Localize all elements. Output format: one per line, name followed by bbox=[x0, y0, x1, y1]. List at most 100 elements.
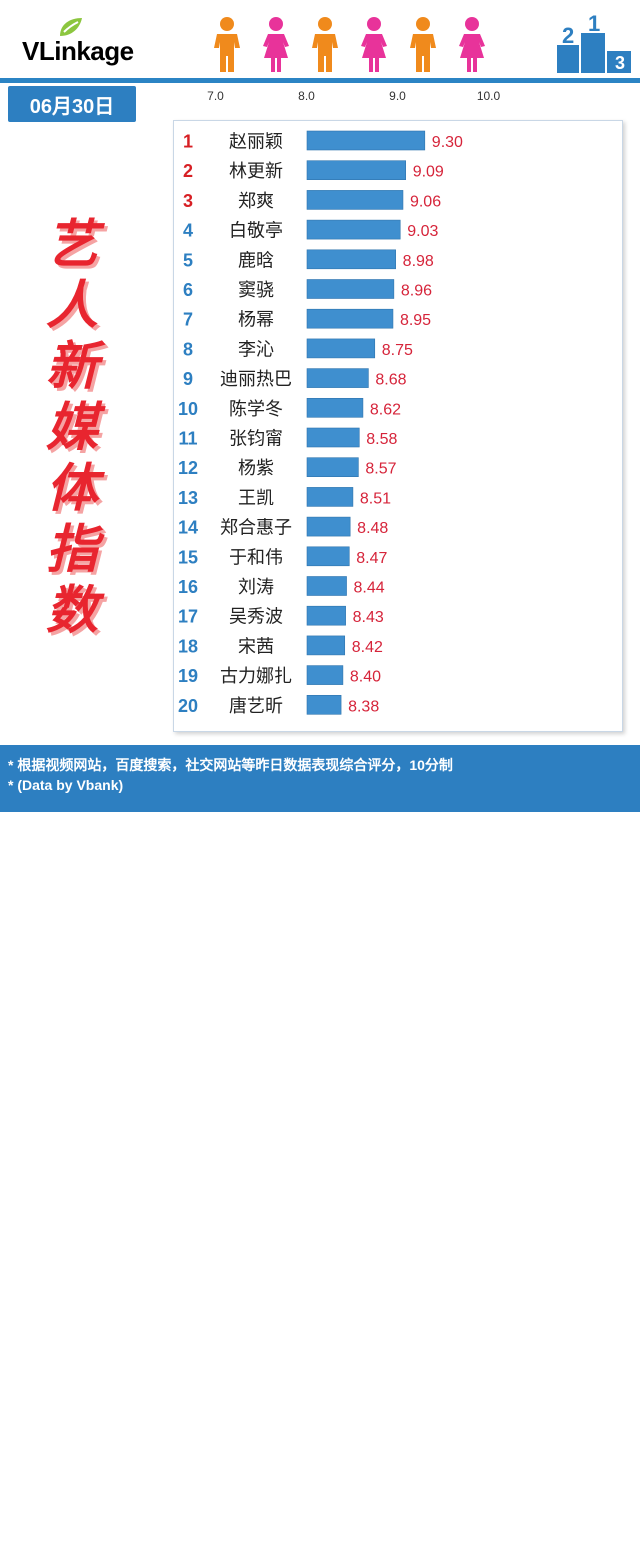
footer-source: * (Data by Vbank) bbox=[8, 777, 124, 793]
value-label: 8.75 bbox=[382, 342, 413, 359]
footer-note: * 根据视频网站，百度搜索，社交网站等昨日数据表现综合评分，10分制 bbox=[8, 757, 453, 773]
category-label: 李沁 bbox=[238, 339, 274, 360]
value-label: 9.09 bbox=[413, 164, 444, 181]
category-label: 杨紫 bbox=[238, 458, 274, 479]
side-title: 艺 人 新 媒 体 指 数 bbox=[36, 215, 108, 642]
podium-icon: 2 1 3 bbox=[557, 15, 631, 73]
value-label: 8.48 bbox=[357, 520, 388, 537]
rank-label: 19 bbox=[178, 666, 198, 686]
value-label: 9.30 bbox=[432, 134, 463, 151]
people-icons bbox=[214, 17, 485, 72]
bar bbox=[306, 516, 351, 537]
header: VLinkage 2 1 3 bbox=[0, 0, 640, 78]
bar bbox=[306, 130, 426, 151]
value-label: 8.98 bbox=[403, 253, 434, 270]
bar bbox=[306, 368, 369, 388]
bar bbox=[306, 635, 346, 656]
female-person-icon bbox=[361, 17, 387, 72]
logo-text: VLinkage bbox=[22, 36, 134, 66]
rank-label: 20 bbox=[178, 696, 198, 716]
category-label: 赵丽颖 bbox=[229, 132, 283, 153]
side-title-char: 媒 bbox=[45, 398, 98, 458]
rank-label: 8 bbox=[183, 339, 193, 359]
value-label: 8.68 bbox=[375, 372, 406, 389]
bar bbox=[306, 576, 347, 596]
rank-label: 5 bbox=[183, 250, 193, 270]
value-label: 8.40 bbox=[350, 669, 381, 686]
rank-label: 6 bbox=[183, 280, 193, 300]
bar bbox=[306, 279, 395, 299]
bar bbox=[306, 219, 401, 240]
category-label: 迪丽热巴 bbox=[220, 369, 292, 390]
bar bbox=[306, 694, 342, 715]
female-person-icon bbox=[459, 17, 485, 72]
side-title-char: 指 bbox=[45, 520, 98, 580]
bar bbox=[306, 190, 404, 210]
date-label: 06月30日 bbox=[8, 86, 136, 122]
bar bbox=[306, 249, 396, 270]
value-label: 8.57 bbox=[365, 461, 396, 478]
footer: * 根据视频网站，百度搜索，社交网站等昨日数据表现综合评分，10分制 * (Da… bbox=[0, 745, 640, 1541]
logo-leaf-icon bbox=[60, 18, 82, 36]
value-label: 8.62 bbox=[370, 401, 401, 418]
rank-label: 3 bbox=[183, 191, 193, 211]
bar bbox=[306, 605, 346, 626]
rank-label: 7 bbox=[183, 310, 193, 330]
male-person-icon bbox=[410, 17, 436, 72]
category-label: 刘涛 bbox=[238, 577, 274, 598]
value-label: 8.42 bbox=[352, 639, 383, 656]
male-person-icon bbox=[214, 17, 240, 72]
header-divider bbox=[0, 78, 640, 83]
rank-label: 17 bbox=[178, 607, 198, 627]
rank-label: 18 bbox=[178, 636, 198, 656]
value-label: 8.43 bbox=[353, 609, 384, 626]
rank-label: 14 bbox=[178, 518, 198, 538]
category-label: 林更新 bbox=[229, 161, 283, 182]
rank-label: 16 bbox=[178, 577, 198, 597]
category-label: 郑合惠子 bbox=[220, 518, 292, 539]
bar bbox=[306, 338, 376, 359]
weibo-icon bbox=[510, 1526, 530, 1541]
side-title-char: 新 bbox=[45, 337, 98, 397]
logo: VLinkage bbox=[22, 36, 134, 67]
bar bbox=[306, 457, 359, 478]
watermark: @Vlinkage bbox=[510, 1525, 602, 1541]
value-label: 9.06 bbox=[410, 193, 441, 210]
x-tick-label: 8.0 bbox=[298, 89, 315, 103]
rank-label: 13 bbox=[178, 488, 198, 508]
podium-label-3: 3 bbox=[615, 53, 625, 73]
bar bbox=[306, 427, 360, 448]
bar bbox=[306, 665, 344, 685]
category-label: 于和伟 bbox=[229, 547, 283, 568]
category-label: 唐艺昕 bbox=[229, 696, 283, 717]
value-label: 8.51 bbox=[360, 490, 391, 507]
podium-label-1: 1 bbox=[588, 15, 600, 36]
bar-chart: 7.0 8.0 9.0 10.0 1 赵丽颖 9.30 2 林更新 9.09 3 郑爽 9.06 4 白敬亭… bbox=[178, 89, 501, 717]
category-label: 陈学冬 bbox=[229, 399, 283, 420]
category-label: 古力娜扎 bbox=[220, 666, 292, 687]
rank-label: 2 bbox=[183, 161, 193, 181]
bar bbox=[306, 308, 394, 329]
bar bbox=[306, 546, 350, 567]
value-label: 8.38 bbox=[348, 698, 379, 715]
value-label: 8.58 bbox=[366, 431, 397, 448]
value-label: 8.96 bbox=[401, 283, 432, 300]
x-tick-label: 7.0 bbox=[207, 89, 224, 103]
rank-label: 12 bbox=[178, 458, 198, 478]
category-label: 鹿晗 bbox=[238, 250, 274, 271]
podium-label-2: 2 bbox=[562, 23, 574, 48]
rank-label: 1 bbox=[183, 132, 193, 152]
category-label: 王凯 bbox=[238, 488, 274, 509]
rank-label: 15 bbox=[178, 547, 198, 567]
category-label: 杨幂 bbox=[238, 310, 274, 331]
x-tick-label: 10.0 bbox=[477, 89, 501, 103]
value-label: 9.03 bbox=[407, 223, 438, 240]
rank-label: 9 bbox=[183, 369, 193, 389]
bar bbox=[306, 160, 406, 180]
category-label: 郑爽 bbox=[238, 191, 274, 212]
female-person-icon bbox=[263, 17, 289, 72]
category-label: 白敬亭 bbox=[229, 221, 283, 242]
value-label: 8.95 bbox=[400, 312, 431, 329]
category-label: 宋茜 bbox=[238, 636, 274, 657]
x-tick-label: 9.0 bbox=[389, 89, 406, 103]
